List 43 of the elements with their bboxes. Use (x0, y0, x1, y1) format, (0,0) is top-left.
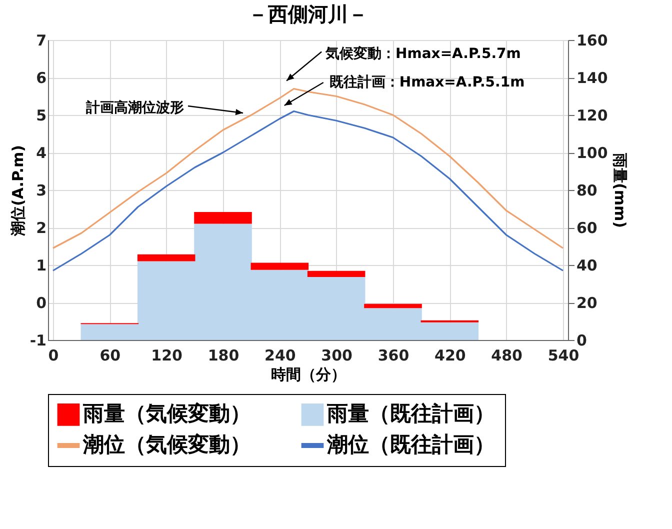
y-tick-label: 0 (36, 294, 46, 312)
line-series (52, 88, 564, 249)
y-tick-label: 4 (36, 144, 46, 162)
y2-tick-label: 160 (576, 32, 608, 50)
y2-tick-label: 40 (576, 256, 598, 274)
y2-tick-label: 140 (576, 69, 608, 87)
y-tick-label: 7 (36, 32, 46, 50)
y2-tick-label: 100 (576, 144, 608, 162)
y2-tick-label: 120 (576, 106, 608, 124)
legend-label: 雨量（既往計画） (326, 402, 495, 426)
bar (194, 212, 252, 224)
y-tick-label: -1 (30, 332, 46, 350)
y2-tick-label: 60 (576, 219, 598, 237)
y-axis-title: 潮位(A.P.m) (8, 145, 27, 237)
x-tick-label: 240 (264, 346, 296, 364)
x-tick-label: 180 (208, 346, 240, 364)
legend-label: 雨量（気候変動） (82, 402, 251, 426)
x-tick-label: 300 (321, 346, 352, 364)
y2-tick-label: 20 (576, 294, 598, 312)
y2-axis-title: 雨量(mm) (610, 152, 629, 228)
y-tick-label: 2 (36, 219, 46, 237)
y-tick-label: 6 (36, 69, 46, 87)
y-tick-label: 5 (36, 106, 46, 124)
x-tick-label: 120 (151, 346, 182, 364)
annotation: 既往計画：Hmax=A.P.5.1m (329, 74, 525, 90)
x-tick-label: 540 (548, 346, 580, 364)
chart-title: －西側河川－ (248, 2, 368, 26)
x-tick-label: 480 (491, 346, 522, 364)
bar (364, 304, 422, 308)
legend-label: 潮位（既往計画） (326, 432, 495, 456)
x-tick-label: 360 (378, 346, 410, 364)
y2-tick-label: 80 (576, 182, 598, 200)
bar (137, 254, 196, 262)
x-tick-label: 0 (48, 346, 59, 364)
x-tick-label: 420 (434, 346, 466, 364)
x-tick-label: 60 (100, 346, 121, 364)
x-axis-title: 時間（分） (271, 366, 346, 384)
y2-tick-label: 0 (576, 332, 587, 350)
annotation: 計画高潮位波形 (85, 99, 184, 116)
y-tick-label: 1 (36, 256, 46, 274)
y-tick-label: 3 (36, 182, 46, 200)
legend-label: 潮位（気候変動） (82, 432, 251, 456)
annotation: 気候変動：Hmax=A.P.5.7m (324, 44, 521, 62)
